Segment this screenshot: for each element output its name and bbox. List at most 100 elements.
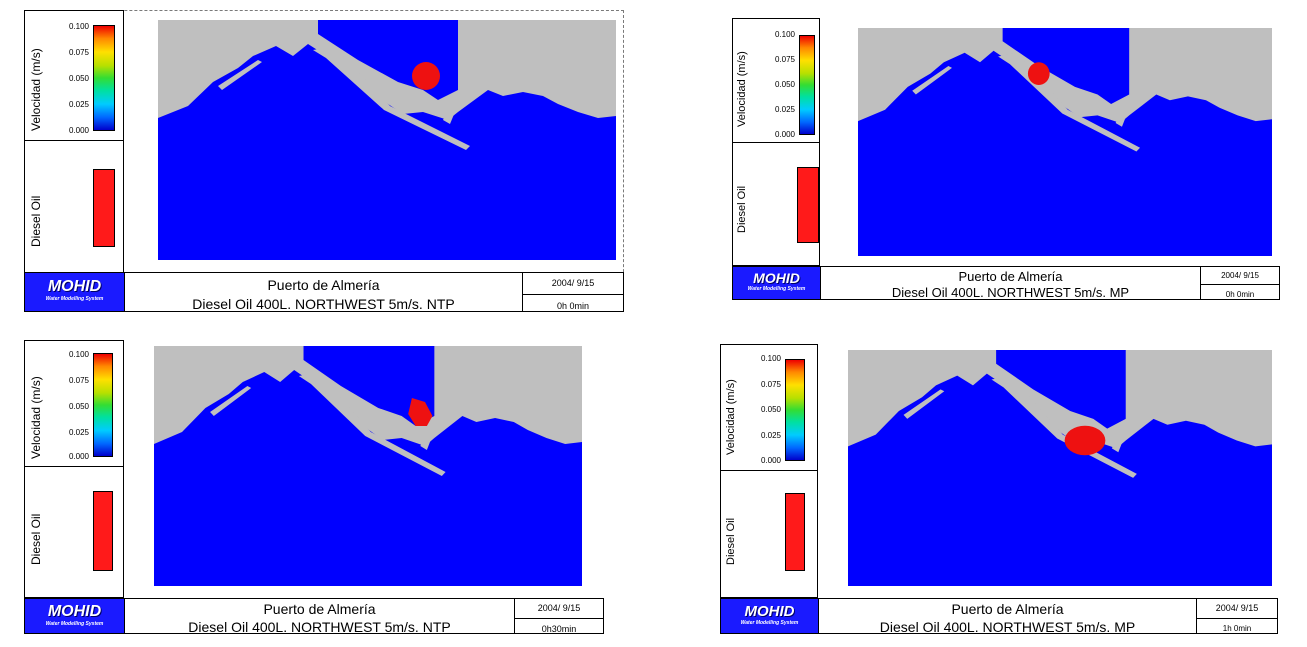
panel-title: Puerto de Almería xyxy=(267,277,380,293)
harbor-map xyxy=(158,20,616,260)
logo-name: MOHID xyxy=(47,278,102,295)
map-view xyxy=(848,350,1272,586)
velocity-tick: 0.075 xyxy=(760,380,781,389)
panel-date: 2004/ 9/15 xyxy=(523,273,623,295)
panel-mp-1h: Velocidad (m/s) 0.100 0.075 0.050 0.025 … xyxy=(720,344,1278,635)
panel-subtitle: Diesel Oil 400L. NORTHWEST 5m/s. MP xyxy=(891,285,1130,300)
panel-time: 1h 0min xyxy=(1222,624,1252,633)
harbor-map xyxy=(154,346,582,586)
velocity-legend: Velocidad (m/s) 0.100 0.075 0.050 0.025 … xyxy=(721,345,817,471)
velocity-tick: 0.025 xyxy=(760,431,781,440)
panel-subtitle: Diesel Oil 400L. NORTHWEST 5m/s. NTP xyxy=(188,619,451,635)
oil-label: Diesel Oil xyxy=(29,513,43,565)
panel-footer: MOHID Water Modelling System Puerto de A… xyxy=(24,272,624,312)
velocity-legend: Velocidad (m/s) 0.100 0.075 0.050 0.025 … xyxy=(25,341,123,467)
title-box: Puerto de Almería Diesel Oil 400L. NORTH… xyxy=(819,599,1197,635)
panel-time: 0h 0min xyxy=(1225,290,1255,299)
date-box: 2004/ 9/15 0h 0min xyxy=(523,273,623,311)
mohid-logo: MOHID Water Modelling System xyxy=(25,599,125,633)
title-box: Puerto de Almería Diesel Oil 400L. NORTH… xyxy=(125,273,523,312)
panel-footer: MOHID Water Modelling System Puerto de A… xyxy=(24,598,604,635)
velocity-legend: Velocidad (m/s) 0.100 0.075 0.050 0.025 … xyxy=(733,19,819,143)
panel-date: 2004/ 9/15 xyxy=(515,599,603,619)
panel-date: 2004/ 9/15 xyxy=(1197,599,1277,619)
oil-legend-bar xyxy=(785,493,805,571)
oil-legend-bar xyxy=(93,491,113,571)
panel-subtitle: Diesel Oil 400L. NORTHWEST 5m/s. MP xyxy=(879,619,1136,635)
panel-date: 2004/ 9/15 xyxy=(1201,267,1279,285)
legend-column: Velocidad (m/s) 0.100 0.075 0.050 0.025 … xyxy=(24,10,124,280)
velocity-tick: 0.000 xyxy=(760,456,781,465)
velocity-tick: 0.050 xyxy=(760,405,781,414)
oil-legend-bar xyxy=(93,169,115,247)
velocity-label: Velocidad (m/s) xyxy=(29,376,43,459)
velocity-label: Velocidad (m/s) xyxy=(725,379,737,455)
panel-time: 0h 0min xyxy=(556,301,590,311)
mohid-logo: MOHID Water Modelling System xyxy=(733,267,821,299)
map-view xyxy=(154,346,582,586)
velocity-tick: 0.050 xyxy=(68,74,89,83)
panel-title: Puerto de Almería xyxy=(951,601,1064,617)
velocity-tick: 0.075 xyxy=(68,376,89,385)
velocity-tick: 0.075 xyxy=(774,55,795,64)
velocity-tick: 0.075 xyxy=(68,48,89,57)
velocity-tick: 0.000 xyxy=(68,452,89,461)
velocity-tick: 0.100 xyxy=(774,30,795,39)
velocity-colorbar xyxy=(799,35,815,135)
panel-ntp-0h: Velocidad (m/s) 0.100 0.075 0.050 0.025 … xyxy=(24,10,624,312)
panel-title: Puerto de Almería xyxy=(958,269,1063,284)
logo-subtitle: Water Modelling System xyxy=(45,296,104,302)
panel-mp-0h: Velocidad (m/s) 0.100 0.075 0.050 0.025 … xyxy=(732,18,1280,300)
date-box: 2004/ 9/15 0h30min xyxy=(515,599,603,634)
panel-ntp-30min: Velocidad (m/s) 0.100 0.075 0.050 0.025 … xyxy=(24,340,604,635)
date-box: 2004/ 9/15 1h 0min xyxy=(1197,599,1277,633)
harbor-map xyxy=(848,350,1272,586)
logo-name: MOHID xyxy=(744,603,795,620)
panel-title: Puerto de Almería xyxy=(263,601,376,617)
legend-column: Velocidad (m/s) 0.100 0.075 0.050 0.025 … xyxy=(732,18,820,266)
map-view xyxy=(858,28,1272,256)
velocity-tick: 0.050 xyxy=(774,80,795,89)
velocity-tick: 0.025 xyxy=(68,428,89,437)
velocity-label: Velocidad (m/s) xyxy=(736,51,748,127)
velocity-colorbar xyxy=(785,359,805,461)
logo-subtitle: Water Modelling System xyxy=(740,620,799,626)
velocity-tick: 0.025 xyxy=(68,100,89,109)
oil-legend: Diesel Oil xyxy=(25,139,123,279)
logo-subtitle: Water Modelling System xyxy=(45,621,104,627)
date-box: 2004/ 9/15 0h 0min xyxy=(1201,267,1279,299)
panel-footer: MOHID Water Modelling System Puerto de A… xyxy=(732,266,1280,300)
velocity-label: Velocidad (m/s) xyxy=(29,48,43,131)
velocity-legend: Velocidad (m/s) 0.100 0.075 0.050 0.025 … xyxy=(25,11,123,141)
velocity-tick: 0.050 xyxy=(68,402,89,411)
mohid-logo: MOHID Water Modelling System xyxy=(721,599,819,633)
panel-subtitle: Diesel Oil 400L. NORTHWEST 5m/s. NTP xyxy=(192,296,455,312)
oil-label: Diesel Oil xyxy=(725,517,737,565)
oil-label: Diesel Oil xyxy=(29,195,43,247)
title-box: Puerto de Almería Diesel Oil 400L. NORTH… xyxy=(821,267,1201,300)
legend-column: Velocidad (m/s) 0.100 0.075 0.050 0.025 … xyxy=(24,340,124,598)
velocity-tick: 0.100 xyxy=(760,354,781,363)
oil-legend: Diesel Oil xyxy=(25,465,123,597)
logo-name: MOHID xyxy=(753,270,800,286)
oil-legend: Diesel Oil xyxy=(733,141,819,265)
oil-legend: Diesel Oil xyxy=(721,469,817,597)
mohid-logo: MOHID Water Modelling System xyxy=(25,273,125,311)
velocity-tick: 0.100 xyxy=(68,350,89,359)
velocity-colorbar xyxy=(93,353,113,457)
velocity-tick: 0.100 xyxy=(68,22,89,31)
oil-label: Diesel Oil xyxy=(736,185,748,233)
velocity-tick: 0.000 xyxy=(68,126,89,135)
panel-footer: MOHID Water Modelling System Puerto de A… xyxy=(720,598,1278,635)
velocity-tick: 0.000 xyxy=(774,130,795,139)
logo-name: MOHID xyxy=(47,603,102,620)
harbor-map xyxy=(858,28,1272,256)
velocity-tick: 0.025 xyxy=(774,105,795,114)
velocity-colorbar xyxy=(93,25,115,131)
title-box: Puerto de Almería Diesel Oil 400L. NORTH… xyxy=(125,599,515,635)
logo-subtitle: Water Modelling System xyxy=(747,286,806,292)
map-view xyxy=(158,20,616,260)
legend-column: Velocidad (m/s) 0.100 0.075 0.050 0.025 … xyxy=(720,344,818,598)
panel-time: 0h30min xyxy=(541,624,577,634)
oil-legend-bar xyxy=(797,167,819,243)
